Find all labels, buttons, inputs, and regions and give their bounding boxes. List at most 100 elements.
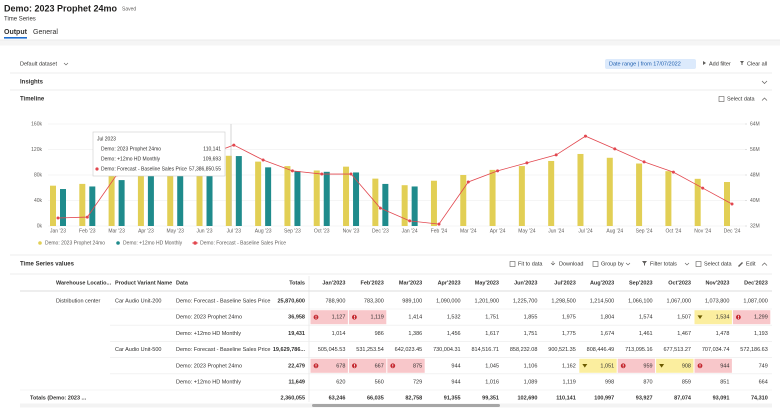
y-tick-label: 120k	[31, 147, 42, 153]
bar	[255, 161, 262, 226]
x-tick-label: Feb '24	[431, 228, 448, 234]
x-tick-label: Nov '23	[343, 228, 360, 234]
bar	[206, 164, 213, 226]
table-number: 730,004.31	[433, 347, 461, 353]
column-header: Feb'2023	[360, 280, 383, 286]
clear-all[interactable]: Clear all	[747, 61, 767, 67]
table-number: 788,900	[326, 298, 346, 304]
table-number: 1,087,000	[743, 298, 767, 304]
table-number: 1,162	[562, 363, 576, 369]
x-tick-label: May '24	[518, 228, 536, 234]
bar	[89, 186, 96, 226]
toolbar-button[interactable]: Select data	[704, 261, 732, 267]
chart: 0k 40k 80k 120k 160k 32M 40M 48M 56M 64M Jan '23 Fe…	[31, 121, 760, 246]
table-number: 102,690	[518, 396, 538, 402]
table-number: 908	[682, 363, 691, 369]
cell-highlight	[579, 358, 617, 373]
table-number: 1,751	[524, 331, 538, 337]
chevron[interactable]	[761, 262, 768, 266]
edit-icon	[738, 262, 743, 267]
table-number: 1,119	[562, 379, 575, 385]
toolbar-button[interactable]: Filter totals	[650, 261, 677, 267]
table-number: 1,298,500	[551, 298, 575, 304]
table-number: 1,617	[485, 331, 499, 337]
table-number: 1,073,800	[705, 298, 729, 304]
toolbar-button[interactable]: Fit to data	[518, 261, 543, 267]
x-tick-label: May '23	[167, 228, 185, 234]
bar	[294, 171, 301, 226]
chevron[interactable]	[761, 80, 768, 84]
table-number: 1,975	[562, 315, 576, 321]
bar	[401, 185, 408, 226]
bar	[265, 167, 272, 226]
tab[interactable]: Output	[4, 29, 28, 36]
section-title: Timeline	[20, 97, 45, 103]
table-number: 1,016	[485, 379, 499, 385]
date-range-pill[interactable]	[605, 59, 696, 69]
alert-icon-mark	[354, 315, 355, 318]
caret	[684, 262, 690, 266]
cell-highlight	[348, 358, 387, 373]
table-number: 713,095.16	[625, 347, 653, 353]
table-number: 19,629,786...	[273, 347, 306, 353]
x-tick-label: Dec '24	[724, 228, 741, 234]
y2-tick-label: 56M	[750, 147, 760, 153]
table-number: 93,091	[713, 396, 730, 402]
tooltip-label: Demo: 2023 Prophet 24mo	[101, 146, 161, 152]
bar	[108, 173, 115, 226]
select-data[interactable]: Select data	[727, 96, 755, 102]
tooltip-label: Demo: +12mo HD Monthly	[101, 156, 161, 162]
table-number: 783,300	[364, 298, 384, 304]
column-header: Nov'2023	[705, 280, 729, 286]
table-number: 1,855	[524, 315, 538, 321]
add-filter[interactable]: Add filter	[709, 61, 731, 67]
table-number: 1,478	[716, 331, 730, 337]
line-point	[85, 215, 89, 219]
save-status: Saved	[122, 6, 136, 12]
bar	[196, 160, 203, 226]
cell-highlight	[694, 358, 732, 373]
bar	[518, 166, 525, 226]
select-icon	[718, 96, 725, 102]
tab[interactable]: General	[33, 29, 58, 36]
dataset-selector[interactable]: Default dataset	[20, 61, 57, 67]
column-header: Apr'2023	[438, 280, 461, 286]
table-number: 1,201,900	[475, 298, 499, 304]
toolbar-button[interactable]: Edit	[746, 261, 756, 267]
column-header: Mar'2023	[399, 280, 422, 286]
table-number: 1,386	[408, 331, 422, 337]
table-cell: Demo: +12mo HD Monthly	[176, 379, 241, 385]
table-number: 1,299	[754, 315, 768, 321]
table-number: 944	[451, 363, 460, 369]
table-number: 944	[451, 379, 460, 385]
tooltip-value: 110,141	[203, 146, 221, 152]
toolbar-button[interactable]: Download	[559, 261, 583, 267]
y-tick-label: 160k	[31, 121, 42, 127]
column-header: Dec'2023	[744, 280, 768, 286]
cell-highlight	[656, 358, 694, 373]
table-number: 620	[336, 379, 345, 385]
table-number: 642,023.45	[395, 347, 423, 353]
tooltip-title: Jul 2023	[97, 136, 116, 142]
table-number: 82,758	[405, 396, 422, 402]
chevron[interactable]	[761, 97, 768, 101]
table-number: 859	[682, 379, 691, 385]
table-number: 667	[375, 363, 384, 369]
alert-icon-mark	[315, 364, 317, 367]
filter-icon	[642, 261, 647, 266]
table-number: 66,035	[367, 396, 384, 402]
cell-highlight	[617, 358, 656, 373]
column-header: Jan'2023	[322, 280, 345, 286]
page-title: Demo: 2023 Prophet 24mo	[4, 3, 118, 13]
tooltip: Jul 2023 Demo: 2023 Prophet 24mo 110,141…	[92, 131, 226, 177]
line-point	[613, 147, 617, 151]
x-tick-label: Mar '24	[460, 228, 477, 234]
section-title: Time Series values	[20, 262, 75, 268]
section-title[interactable]: Insights	[20, 80, 44, 86]
x-tick-label: Nov '24	[694, 228, 711, 234]
bar	[79, 183, 86, 226]
scrollbar-thumb[interactable]	[312, 404, 500, 407]
toolbar-button[interactable]: Group by	[601, 261, 624, 267]
table-number: 505,045.53	[318, 347, 346, 353]
table-number: 677,513.27	[663, 347, 691, 353]
